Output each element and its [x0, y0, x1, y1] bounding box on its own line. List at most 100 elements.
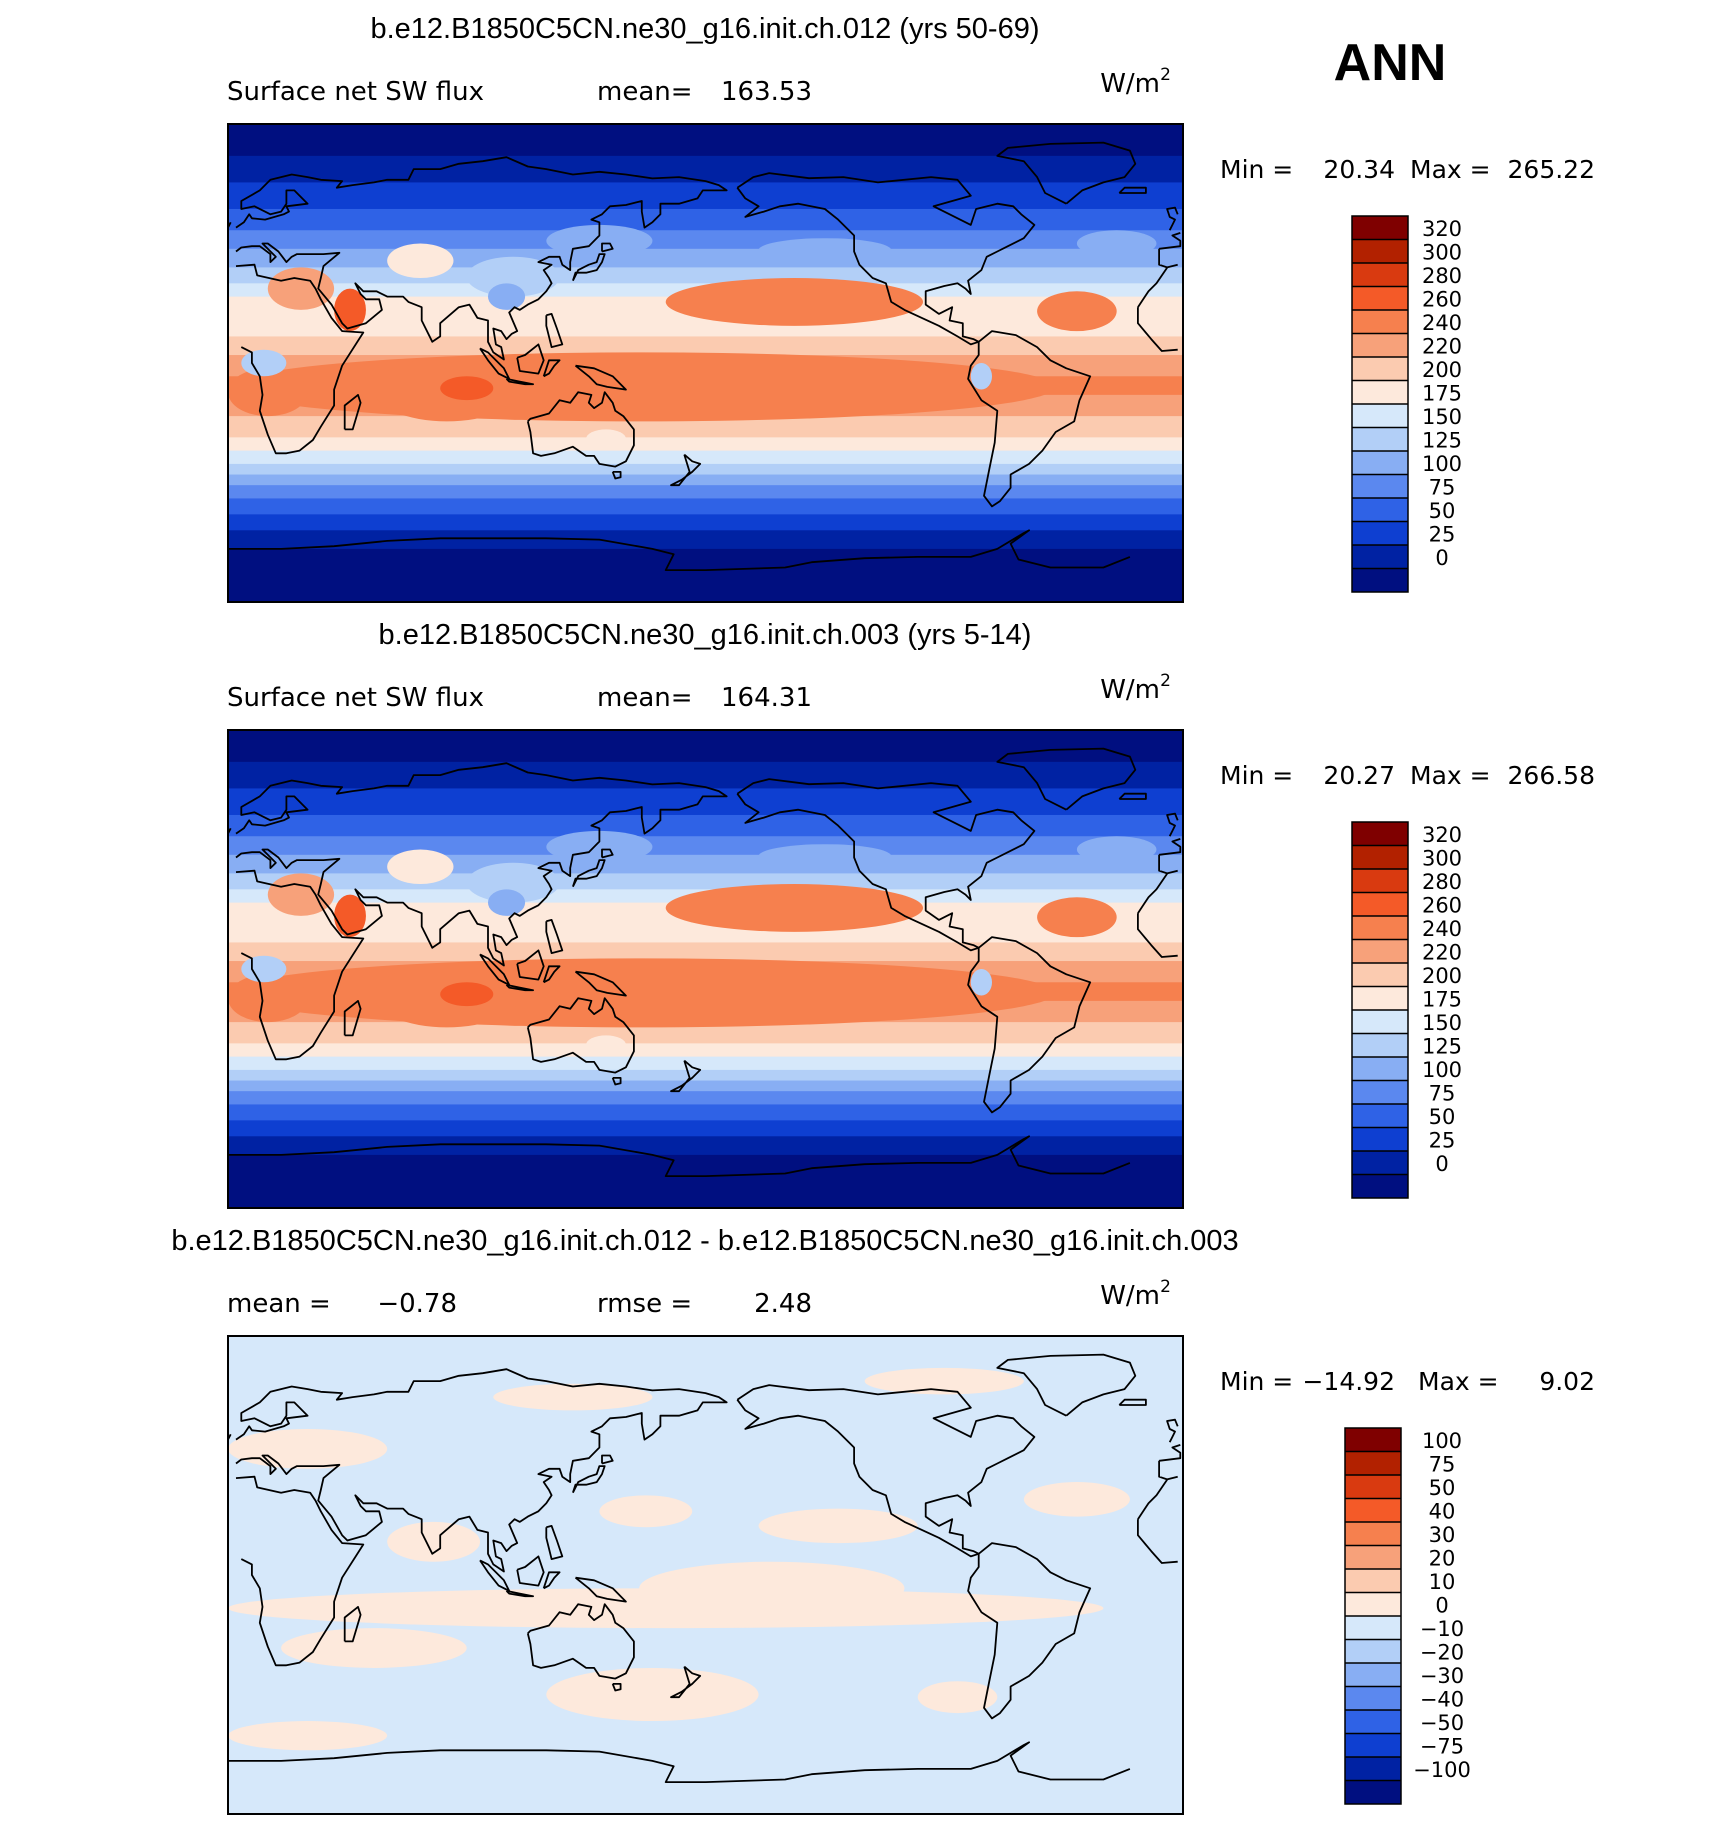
field-band	[228, 1043, 1183, 1058]
coastline	[736, 1384, 1036, 1558]
map-field	[228, 1336, 1183, 1814]
panel-variable-label: Surface net SW flux	[227, 683, 484, 713]
colorbar-tick-label: −20	[1420, 1640, 1464, 1664]
colorbar-tick-label: −10	[1420, 1617, 1464, 1641]
colorbar-tick-label: 75	[1429, 475, 1456, 499]
field-band	[228, 854, 1183, 875]
coastline	[542, 965, 561, 984]
map-field	[228, 730, 1183, 1208]
field-band	[228, 230, 1183, 250]
panel-title: b.e12.B1850C5CN.ne30_g16.init.ch.012 (yr…	[370, 13, 1039, 45]
map-frame	[227, 729, 1184, 1209]
coastline	[545, 919, 564, 954]
field-band	[228, 336, 1183, 357]
coastline	[611, 471, 622, 480]
colorbar-tick-label: 240	[1422, 311, 1462, 335]
field-anomaly	[758, 1508, 918, 1544]
coastline	[526, 1603, 635, 1680]
coastline	[574, 1576, 627, 1603]
field-band	[228, 942, 1183, 963]
coastline	[505, 1590, 534, 1598]
colorbar-tick-label: 40	[1429, 1499, 1456, 1523]
coastline	[572, 1465, 606, 1494]
field-anomaly	[466, 862, 560, 903]
colorbar-swatch	[1345, 1498, 1401, 1523]
panel-units-exponent: 2	[1160, 65, 1171, 85]
colorbar-tick-label: 300	[1422, 846, 1462, 870]
max-value: 266.58	[1508, 761, 1595, 790]
colorbar-swatch	[1352, 263, 1408, 287]
colorbar-tick-label: 100	[1422, 1058, 1462, 1082]
colorbar-swatch	[1345, 1592, 1401, 1617]
max-label: Max =	[1418, 1367, 1499, 1396]
coastline	[235, 1368, 1182, 1573]
field-band	[228, 788, 1183, 816]
colorbar-tick-label: 50	[1429, 1476, 1456, 1500]
colorbar-swatch	[1345, 1733, 1401, 1758]
coastline	[343, 1000, 362, 1037]
field-anomaly	[228, 352, 1056, 422]
colorbar-tick-label: 260	[1422, 893, 1462, 917]
field-anomaly	[387, 1521, 481, 1562]
field-anomaly	[440, 982, 494, 1007]
colorbar-tick-label: 220	[1422, 940, 1462, 964]
field-anomaly	[1023, 1482, 1130, 1517]
colorbar-tick-label: 50	[1429, 499, 1456, 523]
colorbar-tick-label: −30	[1420, 1664, 1464, 1688]
coastline	[228, 1135, 1131, 1177]
field-band	[228, 530, 1183, 550]
coastline	[601, 1454, 614, 1465]
coastline	[1118, 792, 1147, 800]
panel-units-exponent: 2	[1160, 671, 1171, 691]
max-value: 265.22	[1508, 155, 1595, 184]
coastline	[516, 1555, 545, 1587]
field-anomaly	[228, 368, 308, 417]
colorbar-swatch	[1352, 545, 1408, 569]
field-anomaly	[241, 955, 287, 983]
colorbar-swatch	[1352, 1033, 1408, 1058]
colorbar-swatch	[1345, 1710, 1401, 1734]
colorbar-swatch	[1345, 1780, 1401, 1805]
field-band	[228, 1104, 1183, 1122]
field-band	[228, 182, 1183, 210]
panel-units: W/m	[1100, 1281, 1160, 1311]
min-label: Min =	[1220, 761, 1293, 790]
coastline	[545, 313, 564, 348]
min-label: Min =	[1220, 1367, 1293, 1396]
coastline	[967, 330, 1092, 508]
colorbar-swatch	[1345, 1522, 1401, 1546]
field-anomaly	[546, 1667, 759, 1722]
field-band	[228, 485, 1183, 500]
field-band	[228, 416, 1183, 439]
colorbar-frame	[1344, 1427, 1402, 1805]
panel-stat-label: mean=	[597, 683, 693, 713]
field-anomaly	[440, 376, 494, 401]
colorbar-tick-label: 100	[1422, 1429, 1462, 1453]
colorbar-swatch	[1352, 451, 1408, 475]
colorbar-swatch	[1345, 1686, 1401, 1711]
field-anomaly	[586, 1035, 626, 1054]
coastline	[601, 848, 614, 859]
coastline	[670, 453, 702, 487]
colorbar-tick-label: 125	[1422, 428, 1462, 452]
colorbar-swatch	[1345, 1639, 1401, 1664]
colorbar-frame	[1351, 215, 1409, 593]
field-band	[228, 761, 1183, 790]
min-value: 20.34	[1323, 155, 1395, 184]
season-label: ANN	[1334, 34, 1447, 92]
coastline	[1118, 1398, 1147, 1406]
field-anomaly	[1037, 291, 1117, 332]
colorbar-tick-label: 30	[1429, 1523, 1456, 1547]
field-anomaly	[241, 349, 287, 377]
colorbar-tick-label: 75	[1429, 1452, 1456, 1476]
colorbar-swatch	[1352, 916, 1408, 940]
colorbar-swatch	[1345, 1616, 1401, 1640]
field-band	[228, 498, 1183, 516]
colorbar-tick-label: 260	[1422, 287, 1462, 311]
max-label: Max =	[1410, 155, 1491, 184]
field-anomaly	[487, 283, 526, 310]
colorbar-swatch	[1352, 939, 1408, 964]
coastline	[611, 1077, 622, 1086]
